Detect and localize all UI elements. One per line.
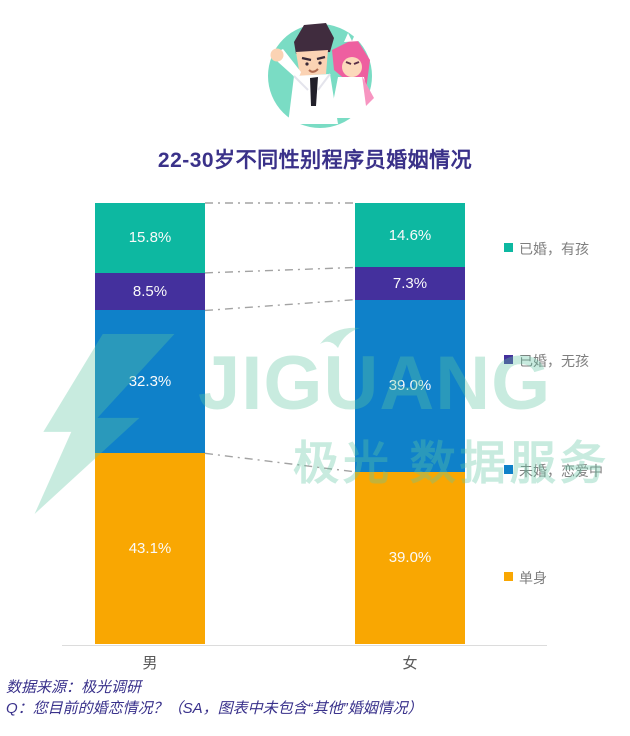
legend-item: 单身 — [504, 568, 547, 588]
segment-value-label: 14.6% — [388, 226, 432, 244]
legend-label: 单身 — [519, 570, 547, 586]
bar-segment: 15.8% — [95, 203, 205, 273]
connector-line — [204, 266, 356, 274]
segment-value-label: 8.5% — [132, 283, 168, 301]
connector-line — [204, 452, 356, 473]
connector-line — [204, 298, 356, 312]
legend-marker — [504, 243, 513, 252]
data-source: 数据来源：极光调研 — [6, 679, 142, 696]
category-label: 男 — [142, 655, 158, 672]
legend-marker — [504, 355, 513, 364]
page-title: 22-30岁不同性别程序员婚姻情况 — [157, 149, 473, 172]
legend-marker — [504, 465, 513, 474]
segment-value-label: 39.0% — [388, 549, 432, 567]
bar-segment: 8.5% — [95, 272, 205, 311]
x-axis — [62, 645, 547, 646]
bar-segment: 32.3% — [95, 310, 205, 454]
category-label: 女 — [402, 655, 418, 672]
segment-value-label: 15.8% — [128, 229, 172, 247]
couple-badge — [258, 10, 382, 134]
legend-label: 未婚，恋爱中 — [519, 463, 603, 479]
bride-groom-icon — [268, 23, 374, 128]
segment-value-label: 7.3% — [392, 275, 428, 293]
footer: 数据来源：极光调研 Q：您目前的婚恋情况？（SA，图表中未包含“其他”婚姻情况） — [6, 677, 423, 719]
bar-segment: 39.0% — [355, 299, 465, 472]
segment-value-label: 43.1% — [128, 540, 172, 558]
bar-segment: 43.1% — [95, 453, 205, 644]
stacked-bar-female: 14.6% 7.3% 39.0% 39.0% — [355, 203, 465, 644]
legend-label: 已婚，无孩 — [519, 353, 589, 369]
legend-item: 未婚，恋爱中 — [504, 461, 603, 481]
bar-segment: 14.6% — [355, 203, 465, 268]
legend-label: 已婚，有孩 — [519, 241, 589, 257]
segment-value-label: 32.3% — [128, 373, 172, 391]
bar-segment: 7.3% — [355, 267, 465, 300]
legend-item: 已婚，无孩 — [504, 351, 589, 371]
legend-marker — [504, 572, 513, 581]
legend-item: 已婚，有孩 — [504, 239, 589, 259]
bar-segment: 39.0% — [355, 471, 465, 644]
stacked-bar-male: 15.8% 8.5% 32.3% 43.1% — [95, 203, 205, 644]
survey-question: Q：您目前的婚恋情况？（SA，图表中未包含“其他”婚姻情况） — [6, 700, 423, 717]
segment-value-label: 39.0% — [388, 377, 432, 395]
